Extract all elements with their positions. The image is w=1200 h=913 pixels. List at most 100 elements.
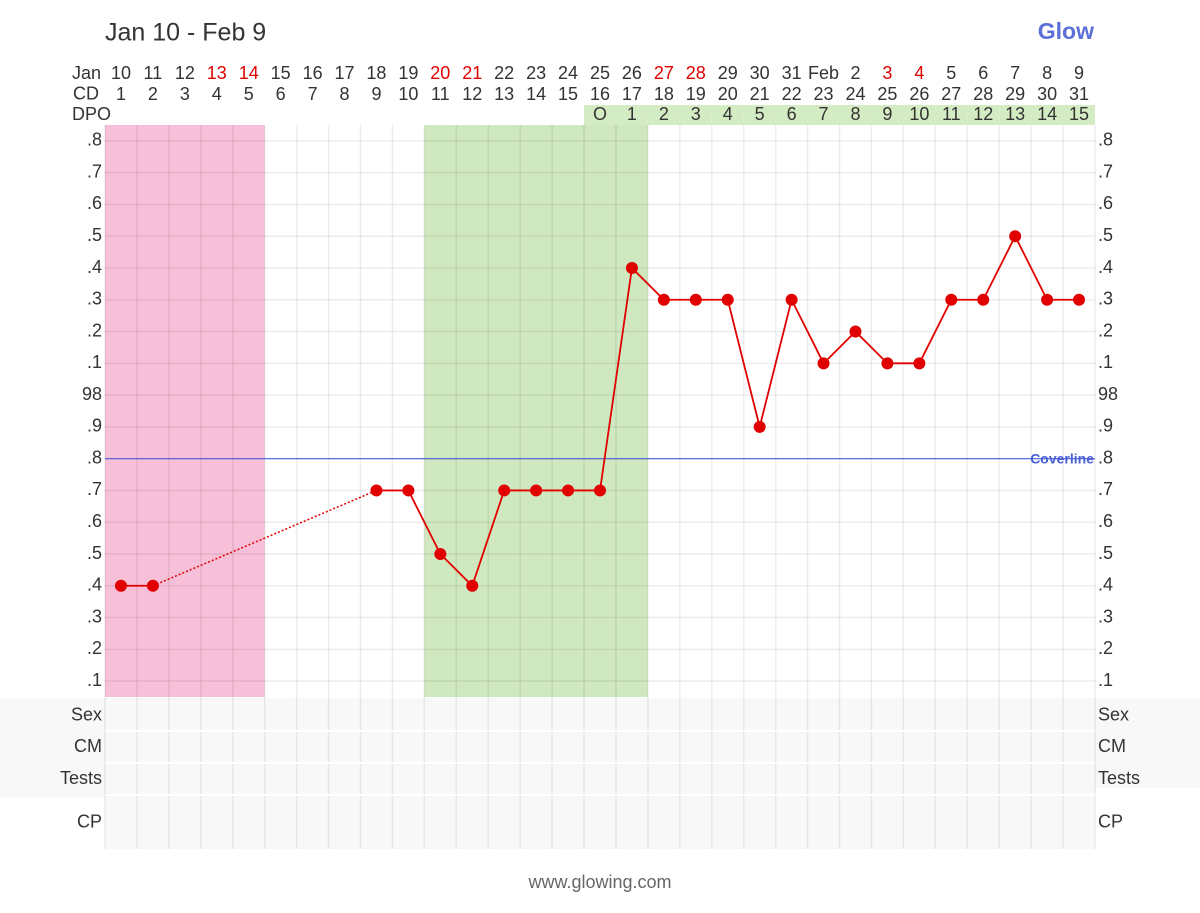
cd-label: 8: [340, 84, 350, 104]
cd-label: 29: [1005, 84, 1025, 104]
dpo-cell: [775, 105, 808, 125]
y-tick-label-right: .3: [1098, 289, 1113, 309]
cd-label: 24: [845, 84, 865, 104]
cd-label: 7: [308, 84, 318, 104]
y-tick-label-right: .8: [1098, 130, 1113, 150]
dpo-cell: [839, 105, 872, 125]
temperature-point: [881, 357, 894, 370]
dpo-cell: [871, 105, 904, 125]
dpo-label: 3: [691, 104, 701, 124]
cd-label: 9: [371, 84, 381, 104]
date-label: 15: [271, 63, 291, 83]
temperature-point: [370, 484, 383, 497]
y-tick-label: .3: [87, 606, 102, 626]
cd-label: 14: [526, 84, 546, 104]
date-label: 12: [175, 63, 195, 83]
temperature-point: [625, 262, 638, 274]
coverline-label: Coverline: [1030, 450, 1094, 466]
cd-label: 2: [148, 84, 158, 104]
temperature-point: [1073, 293, 1086, 306]
date-label: 8: [1042, 63, 1052, 83]
dpo-label: 7: [819, 104, 829, 124]
y-tick-label: .5: [87, 225, 102, 245]
bottom-row-label-right: CM: [1098, 736, 1126, 756]
y-tick-label-right: .7: [1098, 479, 1113, 499]
cd-label: 13: [494, 84, 514, 104]
dpo-cell: [999, 105, 1032, 125]
date-label: Feb: [808, 63, 839, 83]
bottom-row-label: Tests: [60, 768, 102, 788]
dpo-label: 14: [1037, 104, 1057, 124]
y-tick-label-right: .6: [1098, 511, 1113, 531]
y-tick-label: 98: [82, 384, 102, 404]
date-label: 27: [654, 63, 674, 83]
cd-label: 22: [782, 84, 802, 104]
cd-label: 17: [622, 84, 642, 104]
dpo-label: 12: [973, 104, 993, 124]
date-label: 17: [335, 63, 355, 83]
date-label: 20: [430, 63, 450, 83]
y-tick-label: .6: [87, 511, 102, 531]
date-label: 9: [1074, 63, 1084, 83]
dpo-label: 1: [627, 104, 637, 124]
dpo-label: 13: [1005, 104, 1025, 124]
y-tick-label: .1: [87, 352, 102, 372]
dpo-cell: [615, 105, 648, 125]
y-tick-label: .8: [87, 447, 102, 467]
date-label: 22: [494, 63, 514, 83]
date-label: 28: [686, 63, 706, 83]
y-tick-label-right: .3: [1098, 606, 1113, 626]
row-label: CD: [73, 83, 99, 103]
temperature-point: [562, 484, 575, 497]
y-tick-label: .2: [87, 320, 102, 340]
date-label: 5: [946, 63, 956, 83]
temperature-point: [466, 579, 479, 592]
temperature-point: [434, 548, 447, 560]
cd-label: 6: [276, 84, 286, 104]
temperature-point: [114, 579, 127, 592]
cd-label: 5: [244, 84, 254, 104]
cd-label: 18: [654, 84, 674, 104]
bottom-row-label: Sex: [71, 704, 102, 724]
dpo-label: 8: [850, 104, 860, 124]
bottom-row-label-right: Sex: [1098, 704, 1129, 724]
dpo-label: 10: [909, 104, 929, 124]
date-label: 11: [144, 63, 163, 83]
y-tick-label-right: .8: [1098, 447, 1113, 467]
dpo-label: 9: [882, 104, 892, 124]
y-tick-label: .6: [87, 193, 102, 213]
temperature-point: [689, 293, 702, 306]
dpo-cell: [1063, 105, 1095, 125]
y-tick-label-right: .6: [1098, 193, 1113, 213]
y-tick-label-right: .5: [1098, 225, 1113, 245]
cd-label: 19: [686, 84, 706, 104]
date-label: 29: [718, 63, 738, 83]
date-label: 23: [526, 63, 546, 83]
temperature-point: [753, 420, 766, 433]
date-label: 21: [462, 63, 482, 83]
cd-label: 16: [590, 84, 610, 104]
cd-label: 30: [1037, 84, 1057, 104]
temperature-point: [785, 293, 798, 306]
date-label: 16: [303, 63, 323, 83]
cd-label: 27: [941, 84, 961, 104]
bottom-area: [105, 698, 1095, 850]
dpo-cell: [743, 105, 776, 125]
y-tick-label-right: .1: [1098, 670, 1113, 690]
cd-label: 23: [814, 84, 834, 104]
bottom-row-label: CM: [74, 736, 102, 756]
y-tick-label-right: 98: [1098, 384, 1118, 404]
y-tick-label-right: .2: [1098, 638, 1113, 658]
date-label: 24: [558, 63, 578, 83]
date-label: 14: [239, 63, 259, 83]
temperature-point: [849, 325, 862, 338]
y-tick-label: .7: [87, 161, 102, 181]
temperature-point: [146, 579, 159, 592]
temperature-point: [913, 357, 926, 370]
dpo-cell: [647, 105, 680, 125]
date-label: 26: [622, 63, 642, 83]
date-label: 2: [850, 63, 860, 83]
y-tick-label-right: .7: [1098, 161, 1113, 181]
date-label: 19: [398, 63, 418, 83]
